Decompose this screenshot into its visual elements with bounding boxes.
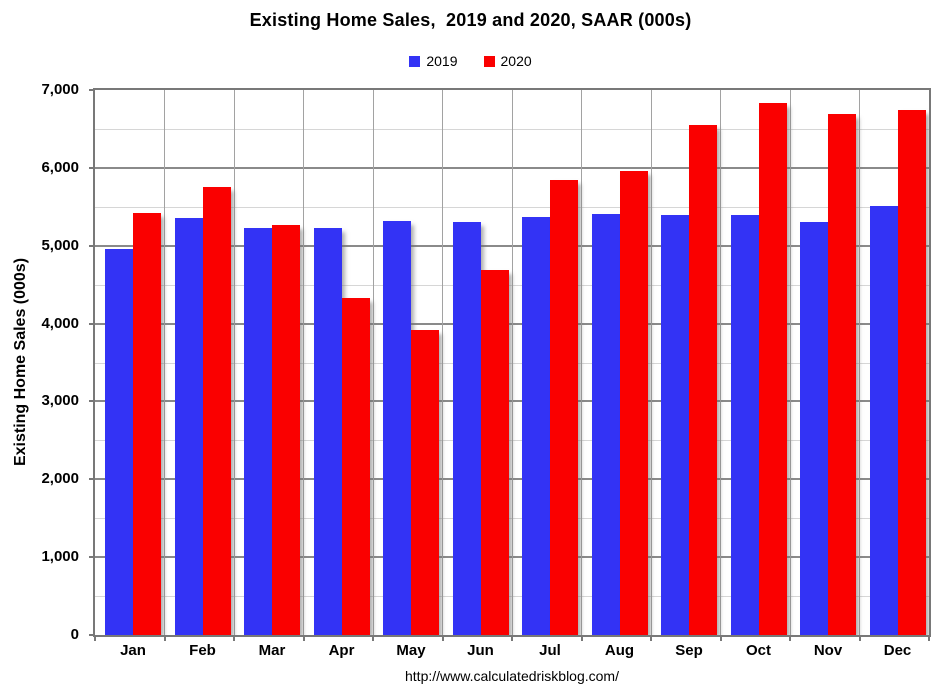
bar-2020-jul xyxy=(550,180,578,635)
bar-2019-apr xyxy=(313,227,342,635)
plot-area xyxy=(93,88,931,637)
x-tick xyxy=(441,635,444,641)
x-axis-label-mar: Mar xyxy=(258,642,286,659)
bar-2020-jan xyxy=(133,213,161,635)
bar-2019-jan xyxy=(105,248,133,635)
x-axis-label-apr: Apr xyxy=(328,642,355,659)
y-tick-label: 2,000 xyxy=(41,470,79,488)
x-tick xyxy=(789,635,791,641)
x-axis-label-jan: Jan xyxy=(120,642,146,659)
bar-2019-may xyxy=(383,220,411,635)
bar-2019-oct xyxy=(730,215,759,635)
category-divider xyxy=(720,90,721,635)
chart-title: Existing Home Sales, 2019 and 2020, SAAR… xyxy=(249,10,692,30)
bar-2019-aug xyxy=(591,213,620,635)
y-tick-label: 5,000 xyxy=(41,236,79,254)
x-axis-label-jul: Jul xyxy=(539,642,561,659)
x-axis-label-may: May xyxy=(396,642,426,659)
source-url: http://www.calculatedriskblog.com/ xyxy=(405,668,619,684)
bar-2019-feb xyxy=(174,217,203,635)
legend-swatch-2020 xyxy=(483,55,495,67)
bar-2020-apr xyxy=(341,297,370,635)
bar-2019-nov xyxy=(800,221,828,635)
category-divider xyxy=(233,90,235,635)
category-divider xyxy=(442,90,443,635)
y-tick-label: 6,000 xyxy=(41,158,79,176)
x-tick xyxy=(650,635,652,641)
y-tick xyxy=(89,322,95,325)
category-divider xyxy=(650,90,652,635)
x-axis-label-oct: Oct xyxy=(745,642,771,659)
y-tick-label: 3,000 xyxy=(41,392,79,410)
y-tick xyxy=(89,244,95,247)
legend-item-2020: 2020 xyxy=(483,53,532,69)
x-axis-label-jun: Jun xyxy=(467,642,494,659)
y-tick xyxy=(89,166,95,169)
legend: 2019 2020 xyxy=(0,53,941,69)
y-tick xyxy=(89,89,95,91)
category-divider xyxy=(303,90,304,635)
x-tick xyxy=(302,635,305,641)
x-tick xyxy=(580,635,583,641)
category-divider xyxy=(372,90,374,635)
bar-2020-mar xyxy=(272,224,300,635)
bar-2020-oct xyxy=(758,103,787,635)
x-axis-label-feb: Feb xyxy=(189,642,216,659)
legend-label-2019: 2019 xyxy=(426,53,458,69)
bar-2020-may xyxy=(411,329,439,635)
x-axis-label-dec: Dec xyxy=(883,642,912,659)
bar-2020-jun xyxy=(480,269,509,635)
bar-2020-dec xyxy=(897,110,926,635)
x-axis-label-sep: Sep xyxy=(675,642,703,659)
x-tick xyxy=(94,635,96,641)
legend-label-2020: 2020 xyxy=(500,53,532,69)
legend-item-2019: 2019 xyxy=(409,53,458,69)
bar-2020-feb xyxy=(202,187,231,635)
bar-2019-sep xyxy=(661,215,689,635)
category-divider xyxy=(859,90,860,635)
x-tick xyxy=(719,635,722,641)
category-divider xyxy=(164,90,165,635)
bar-2019-dec xyxy=(869,206,898,635)
x-axis-label-nov: Nov xyxy=(813,642,843,659)
y-tick-label: 7,000 xyxy=(41,81,79,98)
bar-2019-mar xyxy=(244,227,272,635)
bar-2019-jun xyxy=(452,221,481,635)
legend-swatch-2019 xyxy=(409,55,421,67)
bar-2020-nov xyxy=(828,114,856,635)
y-tick xyxy=(89,634,95,636)
x-axis-label-aug: Aug xyxy=(604,642,635,659)
x-tick xyxy=(372,635,374,641)
x-tick xyxy=(858,635,861,641)
category-divider xyxy=(581,90,582,635)
y-tick-label: 4,000 xyxy=(41,314,79,332)
y-tick-label: 1,000 xyxy=(41,548,79,566)
category-divider xyxy=(511,90,513,635)
bar-2020-aug xyxy=(619,170,648,635)
x-tick xyxy=(511,635,513,641)
y-tick xyxy=(89,556,95,559)
category-divider xyxy=(789,90,791,635)
bar-2020-sep xyxy=(689,125,717,635)
x-tick xyxy=(233,635,235,641)
y-tick-label: 0 xyxy=(70,626,79,643)
y-tick xyxy=(89,400,95,403)
x-tick xyxy=(163,635,166,641)
y-tick xyxy=(89,478,95,481)
bar-2019-jul xyxy=(522,216,550,635)
x-tick xyxy=(928,635,930,641)
